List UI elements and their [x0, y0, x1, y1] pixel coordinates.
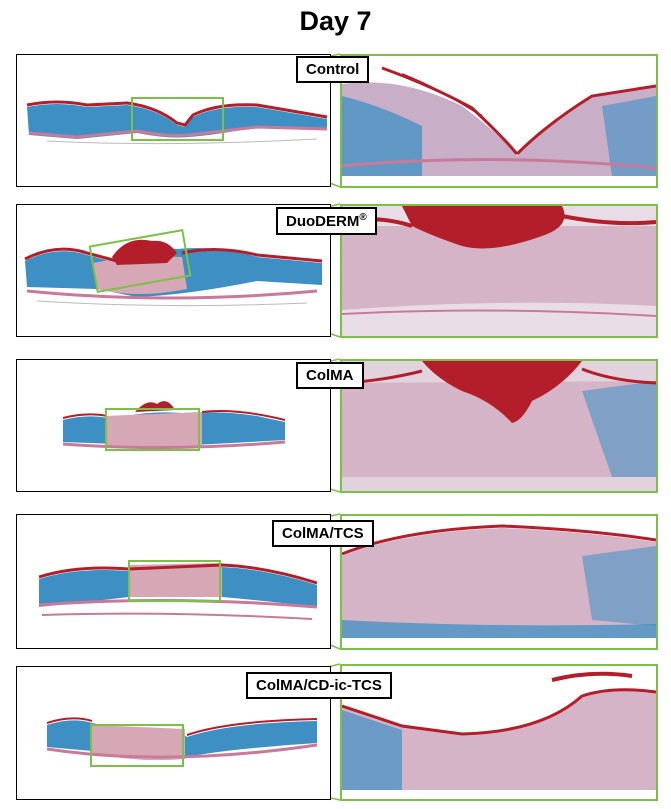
tissue-zoom-image	[342, 206, 656, 336]
group-label-text: DuoDERM	[286, 213, 360, 230]
group-label-control: Control	[296, 56, 370, 83]
group-label-text: Control	[306, 61, 360, 78]
group-label-colma-tcs: ColMA/TCS	[272, 520, 374, 547]
group-label-text: ColMA/CD-ic-TCS	[256, 677, 382, 694]
group-label-colma: ColMA	[296, 362, 364, 389]
group-label-colma-cd-ic-tcs: ColMA/CD-ic-TCS	[246, 672, 392, 699]
zoom-region-box	[128, 560, 221, 602]
group-label-text: ColMA/TCS	[282, 525, 364, 542]
registered-mark: ®	[359, 212, 367, 223]
zoom-panel-colma-cd-ic-tcs	[340, 664, 658, 801]
zoom-region-box	[105, 408, 200, 451]
tissue-section-image	[24, 239, 323, 307]
overview-panel-duoderm	[16, 204, 331, 337]
figure-title: Day 7	[299, 6, 372, 36]
zoom-panel-control	[340, 54, 658, 188]
zoom-panel-colma-tcs	[340, 514, 658, 650]
tissue-section-image	[26, 100, 328, 145]
overview-panel-colma	[16, 359, 331, 492]
overview-panel-control	[16, 54, 331, 187]
zoom-region-box	[90, 724, 184, 767]
zoom-panel-colma	[340, 359, 658, 493]
tissue-zoom-image	[342, 56, 656, 186]
group-label-duoderm: DuoDERM®	[276, 207, 377, 235]
tissue-zoom-image	[342, 361, 656, 491]
tissue-zoom-image	[342, 516, 656, 648]
tissue-zoom-image	[342, 666, 656, 799]
group-label-text: ColMA	[306, 367, 354, 384]
zoom-panel-duoderm	[340, 204, 658, 338]
zoom-region-box	[131, 97, 224, 141]
